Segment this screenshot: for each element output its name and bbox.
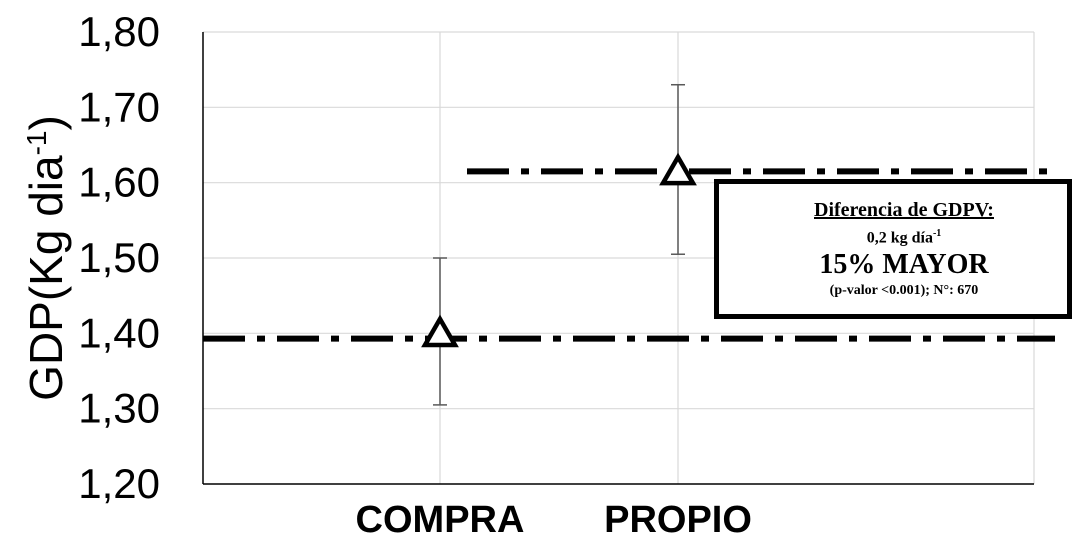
y-tick-label: 1,50 xyxy=(78,234,160,281)
y-tick-label: 1,80 xyxy=(78,8,160,55)
y-tick-label: 1,40 xyxy=(78,309,160,356)
y-tick-label: 1,60 xyxy=(78,159,160,206)
annotation-line-4: (p-valor <0.001); N°: 670 xyxy=(829,283,979,299)
error-bars xyxy=(433,83,685,406)
x-tick-label: PROPIO xyxy=(604,499,752,537)
y-axis-title-close: ) xyxy=(20,115,72,130)
data-point-triangle xyxy=(659,152,697,186)
annotation-line-2-sup: -1 xyxy=(932,227,942,239)
x-tick-labels: COMPRA PROPIO xyxy=(356,499,752,537)
data-points xyxy=(421,152,697,348)
annotation-line-2: 0,2 kg día-1 xyxy=(867,223,942,249)
y-tick-label: 1,20 xyxy=(78,460,160,507)
annotation-line-3: 15% MAYOR xyxy=(819,249,989,281)
y-tick-label: 1,30 xyxy=(78,385,160,432)
annotation-box: Diferencia de GDPV: 0,2 kg día-1 15% MAY… xyxy=(714,179,1072,319)
annotation-line-1: Diferencia de GDPV: xyxy=(814,198,994,221)
y-tick-labels: 1,20 1,30 1,40 1,50 1,60 1,70 1,80 xyxy=(78,8,160,507)
reference-lines xyxy=(203,168,1055,342)
x-tick-label: COMPRA xyxy=(356,499,525,537)
annotation-line-2-main: 0,2 kg día xyxy=(866,229,933,247)
y-axis-title: GDP(Kg dia-1) xyxy=(20,115,72,401)
data-point-triangle xyxy=(421,314,459,348)
y-axis-title-sup: -1 xyxy=(21,130,52,155)
y-tick-label: 1,70 xyxy=(78,83,160,130)
axes xyxy=(202,32,1034,485)
y-axis-title-main: GDP(Kg dia xyxy=(20,155,72,401)
